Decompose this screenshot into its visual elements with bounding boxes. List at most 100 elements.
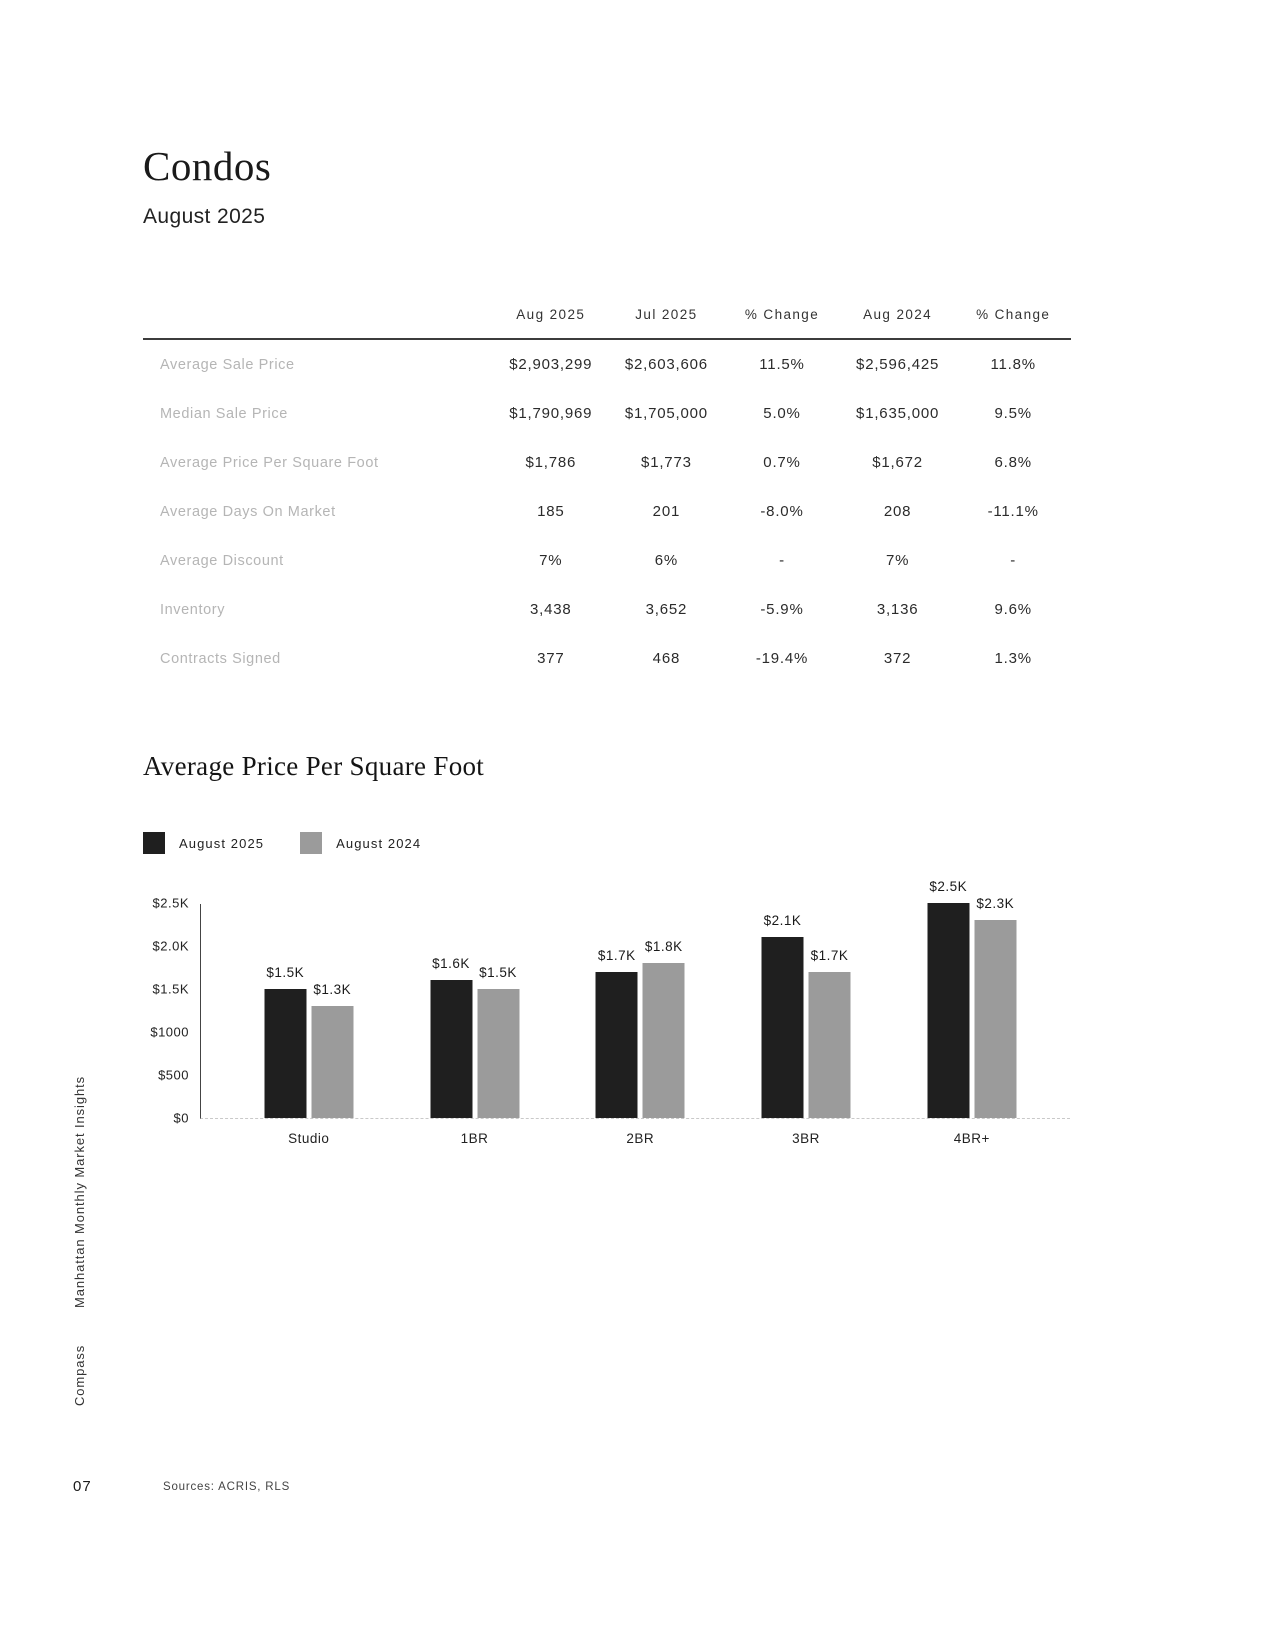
bar-value-label: $1.8K [644, 939, 683, 955]
row-value: 7% [885, 552, 910, 569]
bar-value-label: $1.3K [313, 982, 352, 998]
table-row: Average Price Per Square Foot $1,786 $1,77… [143, 438, 1071, 487]
bar-group: $1.7K $1.8K 2BR [595, 939, 685, 1146]
row-value: 11.8% [990, 356, 1036, 373]
table-row: Average Days On Market 185 201 -8.0% 208 -11.… [143, 487, 1071, 536]
table-row: Average Sale Price $2,903,299 $2,603,606 11… [143, 340, 1071, 389]
row-value: -11.1% [987, 503, 1039, 520]
bar-value-label: $1.5K [479, 965, 517, 980]
bar-value-label: $2.1K [763, 913, 802, 929]
row-label: Median Sale Price [160, 405, 288, 422]
sidebar-vertical-title: Manhattan Monthly Market Insights [72, 1075, 87, 1308]
bar-studio-august-2024: $1.3K [311, 982, 354, 1118]
legend-label: August 2025 [179, 835, 265, 851]
row-value: -5.9% [760, 601, 804, 618]
row-label: Average Days On Market [160, 503, 336, 520]
row-value: 185 [537, 503, 565, 520]
y-axis-tick-label: $2.0K [152, 938, 189, 954]
bar-value-label: $2.5K [929, 879, 968, 894]
row-value: 5.0% [763, 405, 801, 422]
column-header: % Change [744, 307, 820, 322]
bar-1br-august-2024: $1.5K [477, 965, 520, 1118]
row-value: 9.5% [994, 405, 1032, 422]
legend-label: August 2024 [336, 835, 422, 851]
row-label: Average Price Per Square Foot [160, 454, 379, 471]
legend-swatch [300, 832, 323, 854]
row-value: $2,903,299 [509, 356, 593, 373]
row-value: 6% [654, 552, 679, 569]
bar-3br-august-2024: $1.7K [808, 948, 851, 1118]
bar-3br-august-2025: $2.1K [761, 913, 804, 1118]
bar-chart: $2.5K $2.0K $1.5K $1000 $500 $0 $1.5K $1.3K Stud… [143, 879, 1071, 1169]
row-value: 11.5% [759, 356, 805, 373]
column-header: Aug 2024 [863, 307, 933, 322]
row-label: Contracts Signed [160, 650, 281, 667]
legend-swatch [143, 832, 165, 854]
column-header: Aug 2025 [516, 307, 586, 322]
row-value: - [1010, 552, 1017, 569]
x-axis-category-label: Studio [288, 1131, 330, 1146]
bar-value-label: $2.3K [976, 896, 1015, 912]
page-subtitle: August 2025 [143, 205, 266, 228]
bar-value-label: $1.7K [597, 947, 636, 963]
y-axis-tick-label: $1.5K [152, 981, 189, 997]
row-value: 6.8% [994, 454, 1032, 471]
row-value: 208 [883, 503, 912, 520]
bar-4brplus-august-2024: $2.3K [974, 896, 1017, 1118]
legend-item: August 2024 [300, 832, 421, 854]
row-value: $1,786 [525, 454, 577, 471]
bar-group: $2.5K $2.3K 4BR+ [927, 879, 1017, 1146]
bar-2br-august-2025: $1.7K [595, 948, 638, 1118]
x-axis-category-label: 2BR [626, 1131, 655, 1146]
bar-group: $2.1K $1.7K 3BR [761, 913, 851, 1146]
row-value: 468 [652, 650, 681, 667]
table-row: Contracts Signed 377 468 -19.4% 372 1.3% [143, 634, 1071, 683]
table-body: Average Sale Price $2,903,299 $2,603,606 11… [143, 340, 1071, 683]
bar-group: $1.6K $1.5K 1BR [430, 956, 520, 1146]
row-value: $2,603,606 [624, 356, 708, 373]
row-value: 3,652 [645, 601, 688, 618]
row-value: 7% [539, 552, 563, 569]
row-value: 3,136 [876, 601, 919, 618]
row-label: Average Discount [160, 552, 284, 569]
row-value: $1,672 [872, 454, 923, 471]
row-value: $1,773 [641, 454, 692, 471]
x-axis-category-label: 1BR [460, 1131, 489, 1146]
bar-2br-august-2024: $1.8K [642, 939, 685, 1118]
row-value: -8.0% [760, 503, 804, 520]
bar-value-label: $1.6K [432, 956, 470, 972]
row-value: $2,596,425 [856, 356, 940, 373]
row-value: $1,790,969 [509, 405, 593, 422]
x-axis-category-label: 4BR+ [953, 1131, 990, 1146]
row-value: 9.6% [994, 601, 1032, 618]
page-number: 07 [73, 1478, 92, 1495]
table-row: Median Sale Price $1,790,969 $1,705,000 5.0… [143, 389, 1071, 438]
table-row: Inventory 3,438 3,652 -5.9% 3,136 9.6% [143, 585, 1071, 634]
y-axis-tick-label: $2.5K [152, 895, 189, 911]
table-row: Average Discount 7% 6% - 7% - [143, 536, 1071, 585]
column-header: % Change [976, 307, 1051, 322]
row-value: 377 [537, 650, 565, 667]
bar-4brplus-august-2025: $2.5K [927, 879, 970, 1118]
sources-note: Sources: ACRIS, RLS [163, 1481, 291, 1493]
page-title: Condos [143, 143, 272, 189]
page-content: Condos August 2025 Aug 2025 Jul 2025 % Cha… [143, 0, 1071, 1169]
row-value: $1,635,000 [856, 405, 940, 422]
row-value: 372 [883, 650, 912, 667]
bar-studio-august-2025: $1.5K [264, 965, 307, 1118]
bar-group: $1.5K $1.3K Studio [264, 965, 354, 1146]
row-label: Inventory [160, 601, 226, 618]
row-value: -19.4% [755, 650, 809, 667]
row-value: 0.7% [763, 454, 801, 471]
bar-value-label: $1.5K [266, 965, 305, 980]
row-value: 3,438 [530, 601, 572, 618]
table-header: Aug 2025 Jul 2025 % Change Aug 2024 % Change [143, 307, 1071, 340]
row-value: - [779, 552, 785, 569]
y-axis-tick-label: $1000 [150, 1024, 189, 1040]
y-axis-tick-label: $500 [158, 1067, 189, 1083]
sidebar-brand: Compass [72, 1344, 87, 1406]
row-value: $1,705,000 [624, 405, 708, 422]
chart-plot: $2.5K $2.0K $1.5K $1000 $500 $0 $1.5K $1.3K Stud… [150, 879, 1070, 1146]
row-value: 201 [652, 503, 681, 520]
